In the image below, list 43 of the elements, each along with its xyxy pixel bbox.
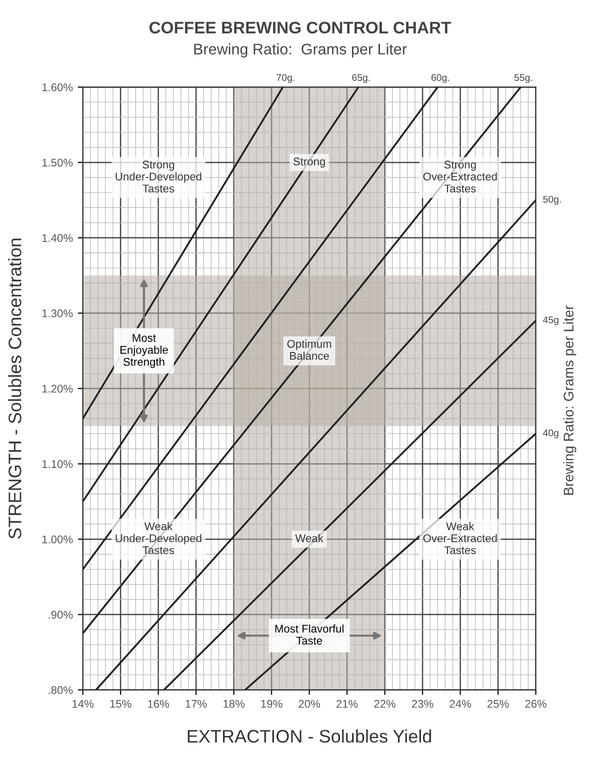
annotation: Weak Under-Developed Tastes [116,522,202,554]
x-tick-label: 17% [186,700,207,708]
y-tick-label: 1.20% [42,384,73,393]
series-label: 40g [542,429,558,438]
x-tick-label: 16% [148,700,170,708]
x-tick-label: 19% [261,700,282,708]
annotation: Strong [293,158,325,168]
y-tick-label: 1.40% [42,234,73,242]
x-tick-label: 20% [298,700,320,708]
y-tick-label: 1.10% [42,460,73,468]
y-tick-label: 1.00% [42,535,73,544]
x-tick-label: 25% [487,700,509,708]
y-tick-label: 1.50% [42,158,73,167]
x-tick-label: 15% [110,700,132,708]
x-tick-label: 24% [450,700,472,708]
x-axis-title: EXTRACTION - Solubles Yield [188,729,432,743]
y-axis-title: STRENGTH - Solubles Concentration [8,238,22,539]
band-label: Most Enjoyable Strength [120,334,168,368]
chart-title: COFFEE BREWING CONTROL CHART [149,22,452,34]
y-tick-label: .90% [48,610,73,619]
x-tick-label: 23% [412,700,434,708]
x-tick-label: 22% [374,700,396,708]
x-tick-label: 21% [336,700,358,708]
annotation: Weak [295,534,324,542]
y-tick-label: .80% [48,686,73,694]
annotation: Strong Over-Extracted Tastes [423,160,497,192]
y-tick-label: 1.30% [42,309,73,318]
x-tick-label: 18% [224,700,245,708]
annotation: Weak Over-Extracted Tastes [423,522,497,554]
chart-subtitle: Brewing Ratio: Grams per Liter [194,43,407,58]
y-tick-label: 1.60% [42,83,73,92]
series-label: 60g. [431,74,450,83]
annotation: Strong Under-Developed Tastes [116,160,202,192]
series-label: 50g. [543,196,561,205]
series-label: 45g [542,316,558,326]
series-label: 65g. [352,74,370,83]
x-tick-label: 14% [72,700,94,708]
annotation: Optimum Balance [287,340,332,360]
band-label: Most Flavorful Taste [275,624,344,645]
y2-axis-title: Brewing Ratio: Grams per Liter [563,305,576,495]
series-label: 70g. [276,74,294,83]
x-tick-label: 26% [525,700,547,708]
series-label: 55g. [514,74,532,83]
